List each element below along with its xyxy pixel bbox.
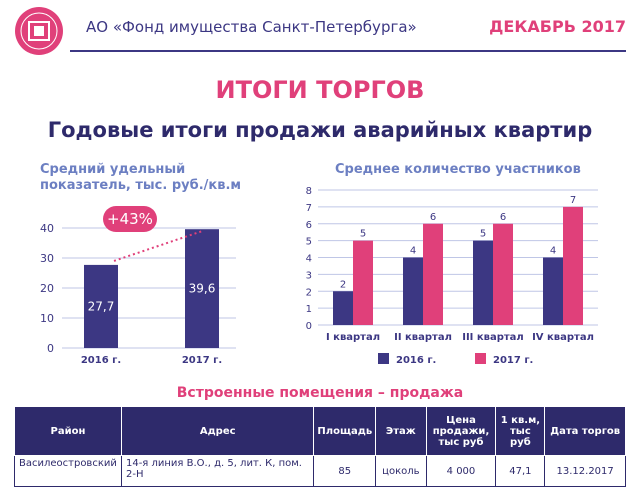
cell-auction-date: 13.12.2017 <box>544 455 626 487</box>
chart1-title: Средний удельный показатель, тыс. руб./к… <box>40 162 242 193</box>
table-header-row: Район Адрес Площадь Этаж Цена продажи, т… <box>14 406 626 456</box>
page-title: ИТОГИ ТОРГОВ <box>215 76 425 104</box>
chart2-xtick-label: IV квартал <box>532 332 594 343</box>
chart2-bar <box>543 257 563 325</box>
table-row: Василеостровский 14-я линия В.О., д. 5, … <box>14 455 626 487</box>
col-header-auction-date: Дата торгов <box>544 406 626 456</box>
chart2-bar <box>333 291 353 325</box>
chart1-ytick-label: 20 <box>40 282 54 295</box>
chart1-ytick-label: 0 <box>47 342 54 355</box>
chart1-bar <box>185 229 219 348</box>
cell-price-per-sqm: 47,1 <box>495 455 546 487</box>
chart1-ytick-label: 30 <box>40 252 54 265</box>
col-header-area: Площадь <box>313 406 377 456</box>
page-subtitle: Годовые итоги продажи аварийных квартир <box>47 118 593 142</box>
cell-area: 85 <box>313 455 377 487</box>
chart1-xtick-label: 2016 г. <box>81 355 121 366</box>
chart1-trend-line <box>113 230 203 262</box>
chart2-bar <box>493 223 513 325</box>
table-title: Встроенные помещения – продажа <box>176 385 464 401</box>
chart2-bar <box>563 206 583 325</box>
chart2-legend-swatch <box>475 353 486 364</box>
chart2-bar <box>473 240 493 325</box>
chart2-xtick-label: III квартал <box>462 332 524 343</box>
chart2-legend-swatch <box>378 353 389 364</box>
chart2-data-label: 5 <box>480 229 486 240</box>
cell-district: Василеостровский <box>14 455 122 487</box>
chart1-data-label: 39,6 <box>189 282 216 296</box>
chart1-data-label: 27,7 <box>88 299 115 313</box>
chart2-data-label: 2 <box>340 279 346 290</box>
chart1-xtick-label: 2017 г. <box>182 355 222 366</box>
chart2-ytick-label: 3 <box>306 270 312 281</box>
issue-date: ДЕКАБРЬ 2017 <box>489 17 626 36</box>
sales-table: Район Адрес Площадь Этаж Цена продажи, т… <box>14 406 626 487</box>
chart2-data-label: 6 <box>430 212 436 223</box>
chart2-ytick-label: 5 <box>306 237 312 248</box>
chart2-ytick-label: 8 <box>306 186 312 197</box>
chart2-title: Среднее количество участников <box>335 162 581 177</box>
chart2-xtick-label: II квартал <box>394 332 452 343</box>
header-divider <box>70 50 626 52</box>
chart2-bar <box>403 257 423 325</box>
chart1-bar <box>84 264 118 348</box>
chart1-growth-label: +43% <box>107 210 153 228</box>
chart1-growth-badge <box>103 206 157 232</box>
col-header-price: Цена продажи, тыс руб <box>425 406 497 456</box>
logo-icon <box>15 7 63 55</box>
chart2-data-label: 4 <box>410 246 416 257</box>
col-header-price-per-sqm: 1 кв.м, тыс руб <box>495 406 546 456</box>
chart1-ytick-label: 40 <box>40 222 54 235</box>
cell-floor: цоколь <box>375 455 427 487</box>
chart2-ytick-label: 6 <box>306 220 312 231</box>
cell-price: 4 000 <box>425 455 497 487</box>
chart2-data-label: 6 <box>500 212 506 223</box>
organization-name: АО «Фонд имущества Санкт-Петербурга» <box>86 18 417 36</box>
chart2-ytick-label: 1 <box>306 304 312 315</box>
chart2-data-label: 7 <box>570 195 576 206</box>
chart2-legend-label: 2017 г. <box>493 355 533 366</box>
chart1-ytick-label: 10 <box>40 312 54 325</box>
chart2-bar <box>353 240 373 325</box>
chart2-data-label: 5 <box>360 229 366 240</box>
cell-address: 14-я линия В.О., д. 5, лит. К, пом. 2-Н <box>120 455 315 487</box>
col-header-floor: Этаж <box>375 406 427 456</box>
chart2-ytick-label: 2 <box>306 287 312 298</box>
chart2-bar <box>423 223 443 325</box>
chart2-ytick-label: 0 <box>306 321 312 332</box>
chart2-ytick-label: 4 <box>306 254 312 265</box>
chart2-ytick-label: 7 <box>306 203 312 214</box>
header: АО «Фонд имущества Санкт-Петербурга» ДЕК… <box>0 0 640 60</box>
col-header-district: Район <box>14 406 122 456</box>
chart2-xtick-label: I квартал <box>326 332 380 343</box>
chart2-legend-label: 2016 г. <box>396 355 436 366</box>
col-header-address: Адрес <box>120 406 315 456</box>
chart2-data-label: 4 <box>550 246 556 257</box>
